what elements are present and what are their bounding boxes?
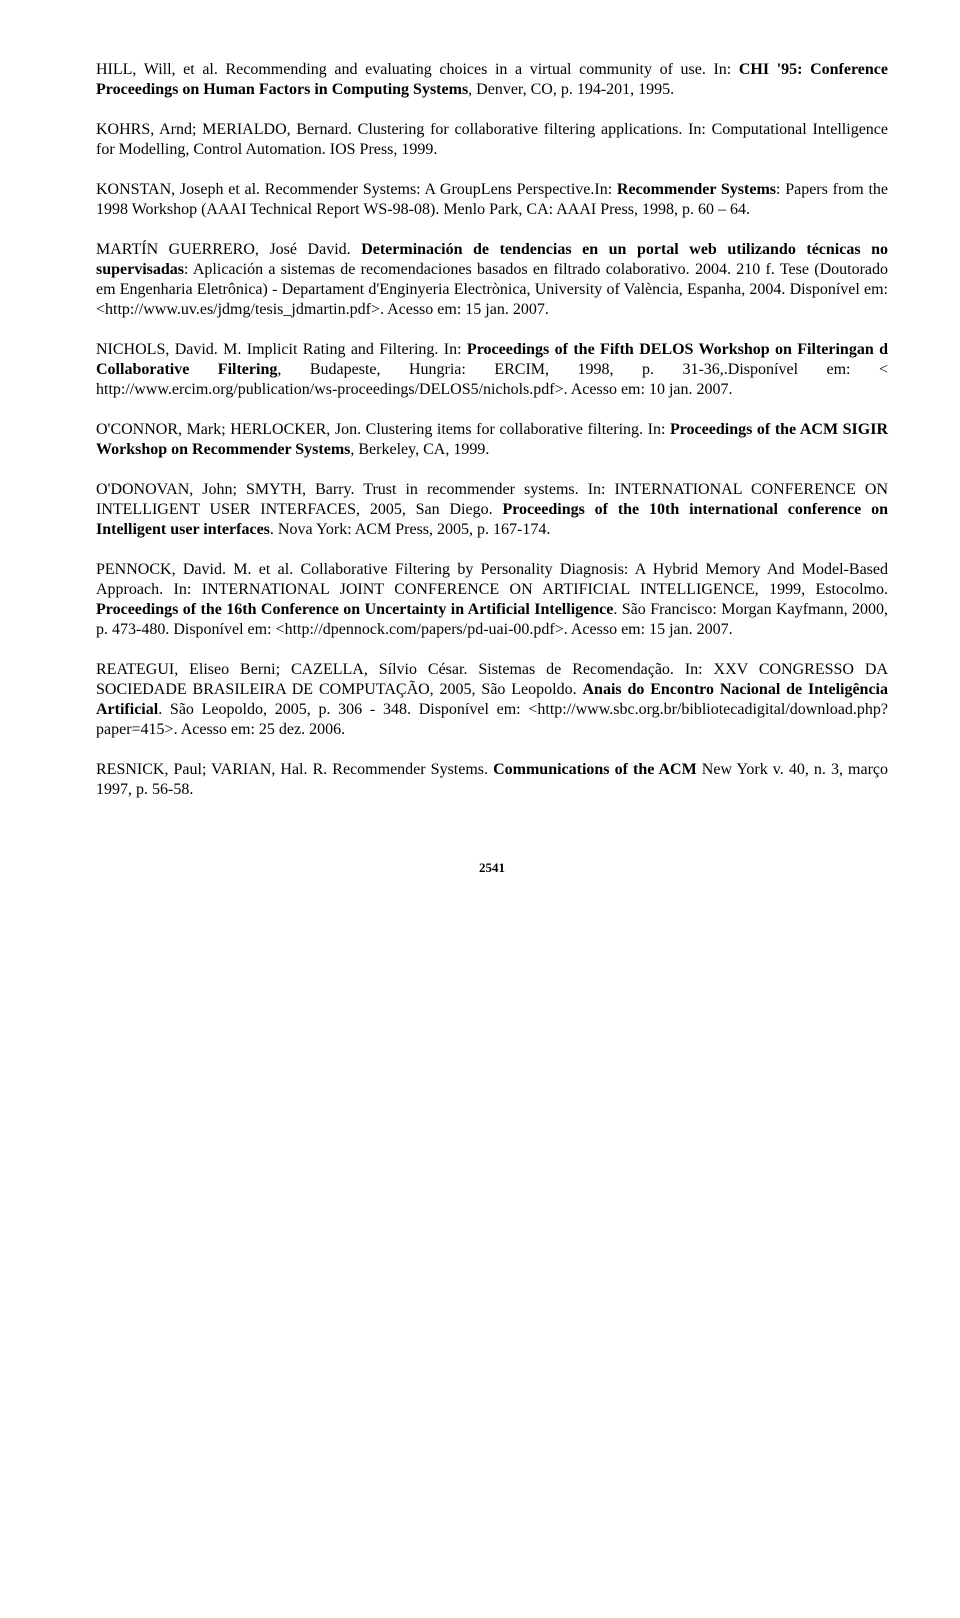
reference-entry: PENNOCK, David. M. et al. Collaborative … — [96, 560, 888, 640]
reference-text-segment: Recommender Systems — [617, 181, 776, 198]
reference-text-segment: PENNOCK, David. M. et al. Collaborative … — [96, 561, 888, 598]
reference-text-segment: MARTÍN GUERRERO, José David. — [96, 241, 361, 258]
reference-text-segment: , Berkeley, CA, 1999. — [350, 441, 489, 458]
page-number: 2541 — [96, 860, 888, 876]
reference-entry: MARTÍN GUERRERO, José David. Determinaci… — [96, 240, 888, 320]
reference-text-segment: Communications of the ACM — [493, 761, 702, 778]
reference-text-segment: O'CONNOR, Mark; HERLOCKER, Jon. Clusteri… — [96, 421, 670, 438]
reference-text-segment: : Aplicación a sistemas de recomendacion… — [96, 261, 888, 318]
reference-text-segment: Proceedings of the 16th Conference on Un… — [96, 601, 613, 618]
reference-entry: KOHRS, Arnd; MERIALDO, Bernard. Clusteri… — [96, 120, 888, 160]
references-list: HILL, Will, et al. Recommending and eval… — [96, 60, 888, 800]
reference-text-segment: KOHRS, Arnd; MERIALDO, Bernard. Clusteri… — [96, 121, 888, 158]
reference-entry: HILL, Will, et al. Recommending and eval… — [96, 60, 888, 100]
reference-text-segment: . São Leopoldo, 2005, p. 306 - 348. Disp… — [96, 701, 888, 738]
reference-text-segment: HILL, Will, et al. Recommending and eval… — [96, 61, 739, 78]
reference-text-segment: RESNICK, Paul; VARIAN, Hal. R. Recommend… — [96, 761, 493, 778]
reference-text-segment: , Denver, CO, p. 194-201, 1995. — [468, 81, 674, 98]
reference-entry: RESNICK, Paul; VARIAN, Hal. R. Recommend… — [96, 760, 888, 800]
reference-entry: KONSTAN, Joseph et al. Recommender Syste… — [96, 180, 888, 220]
reference-text-segment: NICHOLS, David. M. Implicit Rating and F… — [96, 341, 467, 358]
reference-text-segment: . Nova York: ACM Press, 2005, p. 167-174… — [270, 521, 550, 538]
reference-entry: REATEGUI, Eliseo Berni; CAZELLA, Sílvio … — [96, 660, 888, 740]
reference-entry: O'CONNOR, Mark; HERLOCKER, Jon. Clusteri… — [96, 420, 888, 460]
reference-text-segment: KONSTAN, Joseph et al. Recommender Syste… — [96, 181, 617, 198]
reference-entry: O'DONOVAN, John; SMYTH, Barry. Trust in … — [96, 480, 888, 540]
reference-entry: NICHOLS, David. M. Implicit Rating and F… — [96, 340, 888, 400]
